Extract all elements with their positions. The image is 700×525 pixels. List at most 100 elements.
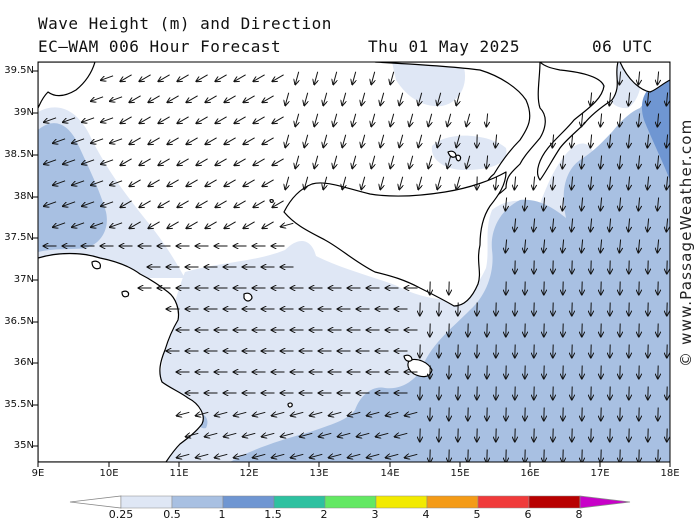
wave-direction-arrow [552, 134, 553, 148]
wave-direction-arrow [342, 176, 345, 190]
wave-direction-arrow [418, 134, 421, 148]
wave-direction-arrow [524, 197, 525, 211]
legend-label-0-5: 0.5 [163, 508, 181, 521]
map-title: Wave Height (m) and Direction [38, 14, 332, 33]
wave-direction-arrow [158, 200, 170, 208]
wave-direction-arrow [262, 95, 274, 103]
wave-direction-arrow [590, 176, 591, 190]
wave-direction-arrow [177, 116, 189, 124]
wave-direction-arrow [304, 92, 307, 106]
wave-direction-arrow [486, 155, 487, 169]
wave-direction-arrow [253, 158, 265, 166]
wave-direction-arrow [167, 179, 179, 187]
wave-direction-arrow [514, 218, 515, 232]
wave-direction-arrow [657, 113, 658, 127]
gozo-island [403, 354, 413, 362]
wave-direction-arrow [177, 454, 190, 457]
plot-frame [37, 61, 671, 463]
wave-direction-arrow [243, 221, 255, 229]
legend-label-8: 8 [575, 508, 583, 521]
wave-direction-arrow [272, 74, 284, 82]
wave-direction-arrow [281, 433, 294, 436]
wave-direction-arrow [666, 92, 667, 106]
wave-direction-arrow [390, 155, 393, 169]
wave-direction-arrow [110, 222, 123, 227]
wave-direction-arrow [205, 137, 217, 145]
sardinia-landmass [38, 62, 96, 109]
axis-ticks [33, 70, 671, 467]
wave-direction-arrow [380, 92, 383, 106]
wave-direction-arrow [323, 134, 326, 148]
wave-direction-arrow [186, 95, 198, 103]
wave-direction-arrow [571, 218, 572, 232]
wave-direction-arrow [234, 412, 247, 415]
wave-direction-arrow [647, 176, 648, 190]
wave-direction-arrow [120, 116, 132, 124]
wave-direction-arrow [428, 113, 431, 127]
wave-direction-arrow [562, 155, 563, 169]
wave-direction-arrow [428, 155, 431, 169]
wave-direction-arrow [590, 134, 591, 148]
wave-direction-arrow [44, 117, 57, 122]
wave-direction-arrow [495, 134, 496, 148]
zembra-island [91, 260, 101, 270]
wave-direction-arrow [390, 113, 393, 127]
wave-direction-arrow [177, 200, 189, 208]
wave-direction-arrow [386, 412, 399, 415]
wave-direction-arrow [53, 222, 66, 227]
wave-direction-arrow [418, 92, 421, 106]
lat-label-36-5n: 36.5N [4, 316, 34, 327]
wave-direction-arrow [437, 134, 440, 148]
wave-direction-arrow [272, 158, 284, 166]
lon-label-9e: 9E [31, 468, 45, 479]
pantelleria-island [243, 292, 253, 302]
lon-label-17e: 17E [590, 468, 610, 479]
lat-label-39-5n: 39.5N [4, 65, 34, 76]
wave-direction-arrow [524, 239, 525, 253]
apulia-landmass [536, 62, 619, 181]
wave-direction-arrow [82, 201, 95, 206]
wave-direction-arrow [619, 155, 620, 169]
legend-swatch-5 [324, 495, 377, 509]
lat-label-38n: 38N [13, 191, 34, 202]
wave-direction-arrow [609, 176, 610, 190]
wave-direction-arrow [101, 75, 114, 80]
wave-direction-arrow [600, 113, 601, 127]
wave-direction-arrow [253, 454, 266, 457]
wave-direction-arrow [82, 159, 95, 164]
wave-direction-arrow [167, 137, 179, 145]
wave-direction-arrow [177, 412, 190, 415]
wave-direction-arrow [272, 200, 284, 208]
wave-direction-arrow [367, 454, 380, 457]
wave-direction-arrow [186, 433, 199, 436]
wave-direction-arrow [638, 155, 639, 169]
wave-direction-arrow [329, 412, 342, 415]
wave-direction-arrow [314, 71, 317, 85]
land-areas [38, 62, 670, 462]
wave-direction-arrow [205, 179, 217, 187]
wave-direction-arrow [371, 155, 374, 169]
wave-direction-arrow [399, 92, 402, 106]
wave-direction-arrow [628, 218, 629, 232]
wave-direction-arrow [120, 74, 132, 82]
legend-label-1-5: 1.5 [264, 508, 282, 521]
wave-direction-arrow [357, 433, 370, 436]
wave-direction-arrow [196, 454, 209, 457]
wave-direction-arrow [666, 134, 667, 148]
wave-direction-arrow [196, 412, 209, 415]
wave-direction-arrow [638, 239, 639, 253]
wave-direction-arrow [456, 176, 459, 190]
wave-direction-arrow [272, 116, 284, 124]
wave-direction-arrow [533, 218, 534, 232]
wave-direction-arrow [409, 113, 412, 127]
wave-direction-arrow [380, 176, 383, 190]
wave-direction-arrow [215, 116, 227, 124]
legend-swatch-4 [273, 495, 326, 509]
wave-direction-arrow [647, 92, 648, 106]
wave-direction-arrow [186, 179, 198, 187]
wave-direction-arrow [609, 218, 610, 232]
wave-direction-arrow [619, 71, 620, 85]
wave-direction-arrow [186, 137, 198, 145]
wave-direction-arrow [361, 176, 364, 190]
